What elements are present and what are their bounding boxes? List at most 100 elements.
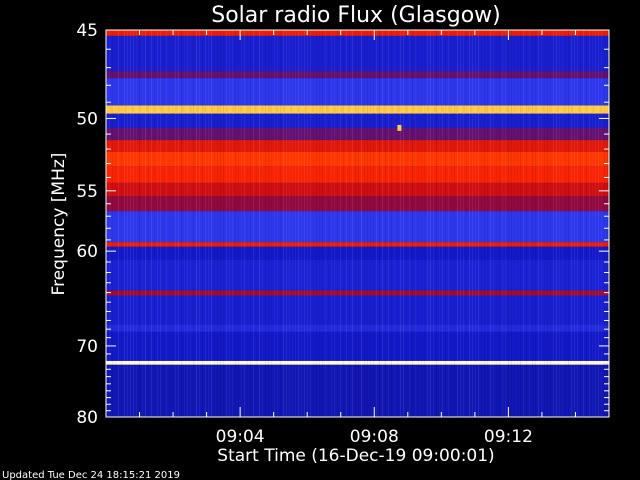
noise-stripe [457, 30, 458, 417]
noise-stripe [316, 30, 317, 417]
noise-stripe [181, 30, 182, 417]
noise-stripe [478, 30, 479, 417]
emission-dot [239, 105, 243, 114]
emission-dot [570, 105, 574, 114]
noise-stripe [376, 30, 377, 417]
emission-dot [354, 105, 358, 114]
emission-dot [585, 105, 588, 114]
spectrogram-band-4 [106, 105, 609, 114]
noise-stripe [397, 30, 398, 417]
noise-stripe [529, 30, 530, 417]
emission-dot [441, 105, 444, 114]
spectrogram-band-19 [106, 331, 609, 361]
emission-dot [110, 105, 113, 114]
noise-stripe [547, 30, 548, 417]
emission-dot [167, 105, 171, 114]
noise-stripe [292, 30, 293, 417]
noise-stripe [193, 30, 194, 417]
noise-stripe [256, 30, 257, 417]
emission-dot [160, 105, 163, 114]
emission-dot [390, 105, 394, 114]
noise-stripe [526, 30, 527, 417]
noise-stripe [427, 30, 428, 417]
emission-dot [210, 105, 214, 114]
noise-stripe [460, 30, 461, 417]
noise-stripe [325, 30, 326, 417]
y-tick-label: 50 [76, 109, 98, 129]
noise-stripe [244, 30, 245, 417]
noise-stripe [178, 30, 179, 417]
noise-stripe [394, 30, 395, 417]
noise-stripe [448, 30, 449, 417]
emission-dot [434, 105, 437, 114]
emission-dot [556, 105, 559, 114]
noise-stripe [601, 30, 602, 417]
emission-dot [290, 105, 293, 114]
noise-stripe [403, 30, 404, 417]
emission-dot [376, 105, 379, 114]
y-tick-label: 60 [76, 242, 98, 262]
emission-dot [146, 105, 149, 114]
noise-stripe [535, 30, 536, 417]
emission-dot [599, 105, 603, 114]
spectrogram-band-11 [106, 196, 609, 212]
noise-stripe [307, 30, 308, 417]
y-tick-label: 45 [76, 21, 98, 41]
noise-stripe [436, 30, 437, 417]
noise-stripe [355, 30, 356, 417]
spectrogram-band-2 [106, 71, 609, 79]
noise-stripe [400, 30, 401, 417]
spectrogram-band-10 [106, 182, 609, 197]
noise-stripe [484, 30, 485, 417]
noise-stripe [538, 30, 539, 417]
noise-stripe [454, 30, 455, 417]
noise-stripe [556, 30, 557, 417]
noise-stripe [385, 30, 386, 417]
noise-stripe [568, 30, 569, 417]
emission-dot [189, 105, 192, 114]
spectrogram-band-9 [106, 166, 609, 183]
noise-stripe [367, 30, 368, 417]
emission-dot [311, 105, 315, 114]
spectrogram-band-14 [106, 246, 609, 260]
spectrogram-band-16 [106, 290, 609, 296]
noise-stripe [340, 30, 341, 417]
noise-stripe [589, 30, 590, 417]
noise-stripe [223, 30, 224, 417]
burst-point [397, 124, 402, 131]
emission-dot [484, 105, 487, 114]
noise-stripe [511, 30, 512, 417]
noise-stripe [139, 30, 140, 417]
noise-stripe [298, 30, 299, 417]
emission-dot [549, 105, 552, 114]
noise-stripe [253, 30, 254, 417]
noise-stripe [214, 30, 215, 417]
noise-stripe [559, 30, 560, 417]
spectrogram-band-13 [106, 242, 609, 247]
noise-stripe [391, 30, 392, 417]
noise-stripe [499, 30, 500, 417]
noise-stripe [229, 30, 230, 417]
emission-dot [563, 105, 567, 114]
noise-stripe [124, 30, 125, 417]
noise-stripe [166, 30, 167, 417]
noise-stripe [121, 30, 122, 417]
noise-stripe [421, 30, 422, 417]
y-axis-label: Frequency [MHz] [49, 153, 69, 296]
chart-title: Solar radio Flux (Glasgow) [211, 3, 501, 28]
x-tick-label: 09:12 [484, 427, 533, 447]
emission-dot [138, 105, 142, 114]
noise-stripe [481, 30, 482, 417]
emission-dot [203, 105, 207, 114]
emission-dot [405, 105, 408, 114]
emission-dot [340, 105, 343, 114]
noise-stripe [592, 30, 593, 417]
noise-stripe [487, 30, 488, 417]
emission-dot [232, 105, 235, 114]
spectrogram-band-1 [106, 35, 609, 72]
noise-stripe [196, 30, 197, 417]
noise-stripe [319, 30, 320, 417]
noise-stripe [352, 30, 353, 417]
noise-stripe [331, 30, 332, 417]
